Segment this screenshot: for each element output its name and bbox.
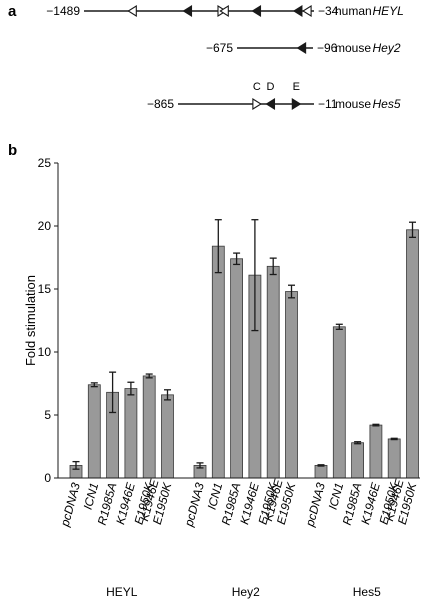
bar <box>332 326 346 479</box>
construct-end-coordinate: −11 <box>318 97 338 111</box>
y-axis-title: Fold stimulation <box>23 275 38 366</box>
bar <box>266 265 280 479</box>
bar <box>314 464 328 479</box>
y-tick-label: 25 <box>38 156 52 170</box>
bar <box>230 258 244 479</box>
construct-start-coordinate: −1489 <box>46 4 80 18</box>
bar <box>387 438 401 479</box>
binding-site-label: D <box>267 81 275 93</box>
x-tick-label: pcDNA3 <box>58 481 83 529</box>
construct-species: human <box>335 4 372 18</box>
bar <box>124 388 138 479</box>
x-tick-label: ICN1 <box>81 481 102 511</box>
y-tick-label: 15 <box>38 282 52 296</box>
x-tick-label: pcDNA3 <box>182 481 207 529</box>
bar <box>406 229 419 479</box>
binding-site-open-arrow-icon <box>219 5 229 17</box>
bar <box>142 375 156 479</box>
binding-site-label: E <box>293 81 300 93</box>
y-tick-label: 0 <box>44 471 51 485</box>
panel-a-label: a <box>8 3 17 20</box>
bar <box>369 424 383 479</box>
construct-start-coordinate: −675 <box>206 41 233 55</box>
binding-site-open-arrow-icon <box>302 5 312 17</box>
panel-b-label: b <box>8 142 17 159</box>
binding-site-filled-arrow-icon <box>182 5 193 17</box>
group-label: HEYL <box>106 585 138 599</box>
bar <box>285 291 298 479</box>
construct-start-coordinate: −865 <box>147 97 174 111</box>
binding-site-open-arrow-icon <box>252 98 262 110</box>
binding-site-filled-arrow-icon <box>251 5 262 17</box>
y-tick-label: 5 <box>44 408 51 422</box>
bar <box>351 442 365 479</box>
y-tick-label: 10 <box>38 345 52 359</box>
binding-site-filled-arrow-icon <box>291 98 302 110</box>
construct-gene-name: HEYL <box>373 4 404 18</box>
construct-gene-name: Hey2 <box>373 41 401 55</box>
y-tick-label: 20 <box>38 219 52 233</box>
binding-site-filled-arrow-icon <box>296 42 307 54</box>
construct-species: mouse <box>335 41 371 55</box>
x-tick-label: ICN1 <box>205 481 226 511</box>
binding-site-label: C <box>253 81 261 93</box>
binding-site-filled-arrow-icon <box>292 5 303 17</box>
bar <box>211 245 225 479</box>
group-label: Hey2 <box>232 585 260 599</box>
x-tick-label: ICN1 <box>326 481 347 511</box>
construct-end-coordinate: −96 <box>317 41 338 55</box>
construct-species: mouse <box>335 97 371 111</box>
bar <box>161 394 174 479</box>
construct-gene-name: Hes5 <box>373 97 401 111</box>
binding-site-filled-arrow-icon <box>265 98 276 110</box>
bar <box>87 384 101 479</box>
x-tick-label: pcDNA3 <box>303 481 328 529</box>
group-label: Hes5 <box>353 585 381 599</box>
construct-end-coordinate: −34 <box>318 4 339 18</box>
binding-site-open-arrow-icon <box>127 5 137 17</box>
